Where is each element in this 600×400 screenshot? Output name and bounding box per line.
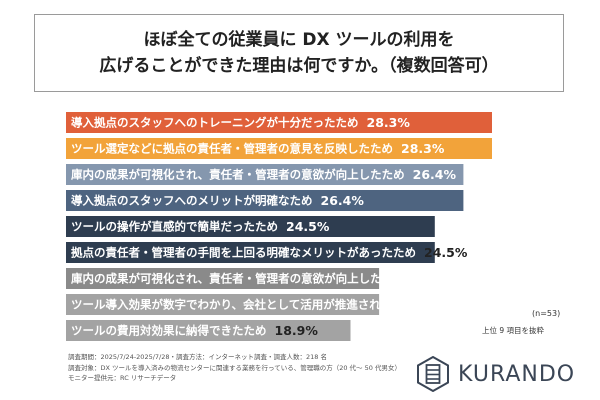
bar-value-1: 28.3% [367, 115, 411, 130]
bar-label-1: 導入拠点のスタッフへのトレーニングが十分だったため [71, 116, 359, 130]
bar-value-9: 18.9% [275, 323, 319, 338]
survey-footnote: 調査期間：2025/7/24-2025/7/28・調査方法：インターネット調査・… [68, 352, 401, 384]
footnote-line-3: モニター提供元：RC リサーチデータ [68, 374, 177, 382]
sample-size-note: (n=53) [532, 309, 561, 318]
bar-3 [66, 164, 464, 185]
top-items-note: 上位 9 項目を抜粋 [482, 326, 545, 335]
bar-2 [66, 138, 492, 159]
kurando-logo: KURANDO [416, 356, 575, 392]
bar-value-4: 26.4% [321, 193, 365, 208]
kurando-logo-icon [417, 356, 449, 392]
chart-title-line-2: 広げることができた理由は何ですか。（複数回答可） [99, 56, 499, 76]
bar-7 [66, 268, 380, 289]
bar-label-9: ツールの費用対効果に納得できたため [71, 324, 267, 338]
logo-text: KURANDO [458, 361, 576, 387]
bar-9 [66, 320, 351, 341]
bar-value-6: 24.5% [424, 245, 468, 260]
bar-label-2: ツール選定などに拠点の責任者・管理者の意見を反映したため [71, 142, 393, 156]
chart-title-line-1: ほぼ全ての従業員に DX ツールの利用を [143, 30, 455, 50]
bar-value-2: 28.3% [401, 141, 445, 156]
footnote-line-2: 調査対象：DX ツールを導入済みの物流センターに関連する業務を行っている、管理職… [68, 363, 401, 372]
bar-5 [66, 216, 435, 237]
bar-1 [66, 112, 492, 133]
bar-label-3: 庫内の成果が可視化され、責任者・管理者の意欲が向上したため [71, 168, 405, 182]
bar-4 [66, 190, 464, 211]
bar-8 [66, 294, 380, 315]
bar-value-8: 20.8% [423, 297, 467, 312]
bar-value-3: 26.4% [413, 167, 457, 182]
bar-label-4: 導入拠点のスタッフへのメリットが明確なため [71, 194, 313, 208]
bar-label-6: 拠点の責任者・管理者の手間を上回る明確なメリットがあったため [71, 246, 416, 260]
footnote-line-1: 調査期間：2025/7/24-2025/7/28・調査方法：インターネット調査・… [68, 353, 327, 361]
bar-label-8: ツール導入効果が数字でわかり、会社として活用が推進されたため [71, 298, 415, 312]
bar-label-7: 庫内の成果が可視化され、責任者・管理者の意欲が向上したため [71, 272, 405, 286]
bar-6 [66, 242, 435, 263]
bar-value-5: 24.5% [286, 219, 330, 234]
title-box: ほぼ全ての従業員に DX ツールの利用を 広げることができた理由は何ですか。（複… [34, 14, 564, 92]
bar-label-5: ツールの操作が直感的で簡単だったため [71, 220, 278, 234]
bar-value-7: 20.8% [413, 271, 457, 286]
